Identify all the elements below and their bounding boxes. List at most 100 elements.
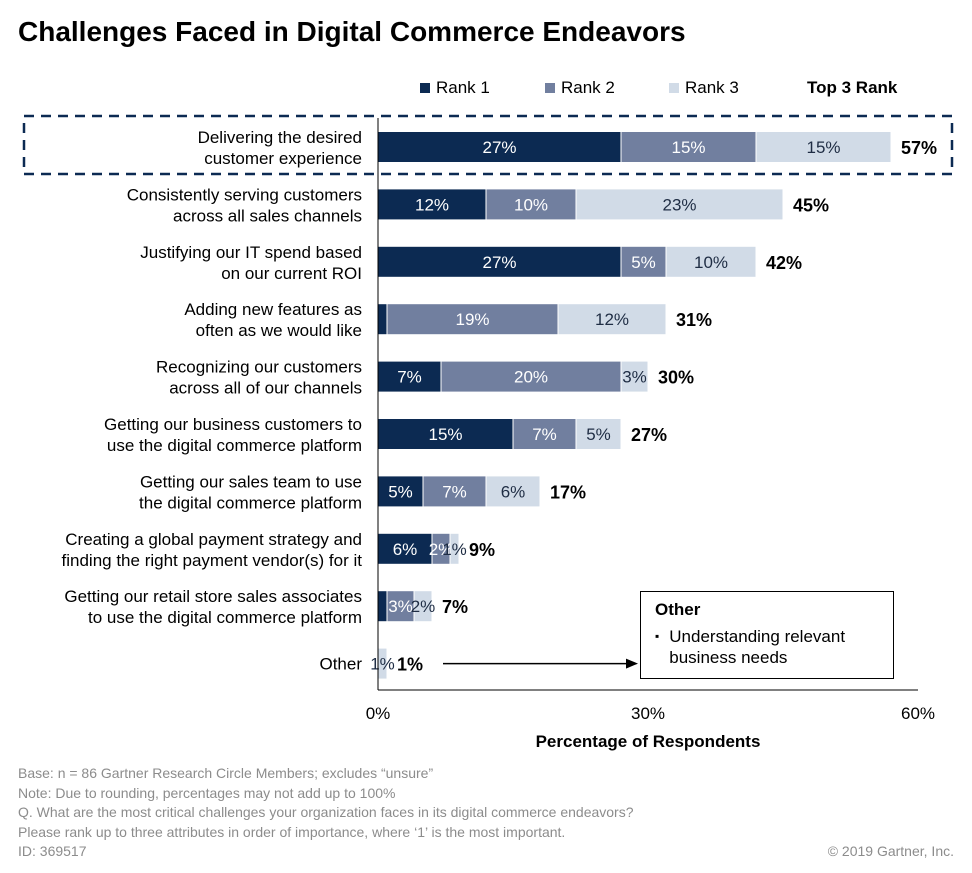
total-value-label: 31%: [676, 310, 712, 330]
total-value-label: 7%: [442, 597, 468, 617]
category-label-line: across all of our channels: [169, 379, 362, 398]
category-label-line: often as we would like: [196, 321, 362, 340]
bar-value-label: 6%: [393, 540, 418, 559]
footer-notes: Base: n = 86 Gartner Research Circle Mem…: [18, 764, 634, 862]
bar-segment-rank1: [377, 418, 514, 450]
x-tick-label: 60%: [901, 704, 935, 723]
category-label-line: customer experience: [204, 149, 362, 168]
category-label-line: use the digital commerce platform: [107, 436, 362, 455]
bar-value-label: 1%: [370, 655, 395, 674]
category-label: Recognizing our customers across all of o…: [156, 358, 362, 398]
total-value-label: 1%: [397, 655, 423, 675]
legend-item-rank2: Rank 2: [545, 78, 615, 98]
bar-segment-rank3: [413, 590, 433, 623]
category-label: Justifying our IT spend based on our curr…: [140, 243, 362, 283]
category-label-line: Adding new features as: [184, 300, 362, 319]
bar-segment-rank2: [440, 360, 622, 393]
total-value-label: 17%: [550, 482, 586, 502]
callout-arrow-head-icon: [626, 658, 638, 669]
bar-value-label: 20%: [514, 368, 548, 387]
bar-segment-rank3: [620, 360, 649, 393]
footer-question: Q. What are the most critical challenges…: [18, 804, 634, 820]
bar-value-label: 1%: [442, 540, 467, 559]
legend-item-rank1: Rank 1: [420, 78, 490, 98]
callout-item-text: Understanding relevant business needs: [669, 626, 845, 668]
bar-value-label: 7%: [442, 482, 467, 501]
chart-title: Challenges Faced in Digital Commerce End…: [18, 16, 686, 47]
callout-item: ▪ Understanding relevant business needs: [655, 626, 879, 668]
bar-value-label: 15%: [428, 425, 462, 444]
footer-base: Base: n = 86 Gartner Research Circle Mem…: [18, 765, 434, 781]
bar-value-label: 5%: [631, 253, 656, 272]
footer-instruction: Please rank up to three attributes in or…: [18, 823, 566, 840]
highlight-dashed-box: [22, 114, 954, 176]
legend-top3-label: Top 3 Rank: [807, 78, 898, 97]
bar-value-label: 2%: [411, 597, 436, 616]
bar-value-label: 27%: [482, 253, 516, 272]
bar-value-label: 2%: [429, 540, 454, 559]
bullet-icon: ▪: [655, 629, 660, 643]
bar-segment-rank3: [575, 188, 784, 221]
category-label: Getting our retail store sales associate…: [64, 587, 362, 627]
category-label-line: finding the right payment vendor(s) for …: [62, 551, 363, 570]
legend-label-rank1: Rank 1: [436, 78, 490, 97]
category-label: Delivering the desired customer experienc…: [198, 128, 362, 168]
bar-value-label: 3%: [622, 368, 647, 387]
bar-segment-rank1: [377, 360, 442, 393]
callout-item-line: Understanding relevant: [669, 627, 846, 646]
category-label-line: Justifying our IT spend based: [140, 243, 362, 262]
bar-value-label: 7%: [532, 425, 557, 444]
bar-value-label: 5%: [388, 482, 413, 501]
bar-value-label: 10%: [514, 195, 548, 214]
bar-value-label: 3%: [388, 597, 413, 616]
category-label-line: Other: [319, 655, 362, 674]
legend-swatch-rank3: [669, 83, 679, 93]
bar-segment-rank1: [377, 590, 388, 623]
bar-value-label: 5%: [586, 425, 611, 444]
copyright: © 2019 Gartner, Inc.: [827, 843, 954, 859]
bar-segment-rank1: [377, 475, 424, 508]
bar-value-label: 19%: [455, 310, 489, 329]
bar-segment-rank1: [377, 303, 388, 336]
other-callout-box: Other ▪ Understanding relevant business …: [640, 591, 894, 679]
category-label-line: Getting our business customers to: [104, 415, 362, 434]
category-label: Adding new features as often as we would …: [184, 300, 362, 340]
category-label-line: Getting our retail store sales associate…: [64, 587, 362, 606]
bar-value-label: 6%: [501, 482, 526, 501]
category-label-line: Delivering the desired: [198, 128, 362, 147]
category-label-line: Getting our sales team to use: [140, 472, 362, 491]
bar-segment-rank3: [575, 418, 622, 450]
total-value-label: 42%: [766, 253, 802, 273]
category-label-line: Consistently serving customers: [127, 185, 362, 204]
x-tick-label: 30%: [631, 704, 665, 723]
category-label: Getting our business customers to use the…: [104, 415, 362, 455]
bar-segment-rank3: [449, 532, 460, 565]
bar-value-label: 7%: [397, 368, 422, 387]
bar-value-label: 10%: [694, 253, 728, 272]
legend-item-rank3: Rank 3: [669, 78, 739, 98]
total-value-label: 45%: [793, 195, 829, 215]
bar-value-label: 12%: [415, 195, 449, 214]
bar-segment-rank2: [512, 418, 577, 450]
category-label-line: to use the digital commerce platform: [88, 608, 362, 627]
category-label: Other: [319, 655, 362, 674]
bar-segment-rank2: [422, 475, 487, 508]
legend-label-rank3: Rank 3: [685, 78, 739, 97]
bar-segment-rank2: [620, 245, 667, 278]
bar-segment-rank3: [557, 303, 667, 336]
bar-segment-rank2: [485, 188, 577, 221]
chart-plot: Delivering the desired customer experienc…: [22, 114, 954, 723]
bar-segment-rank3: [755, 131, 892, 163]
category-label-line: Creating a global payment strategy and: [65, 530, 362, 549]
category-label-line: Recognizing our customers: [156, 358, 362, 377]
category-label: Creating a global payment strategy and fi…: [62, 530, 363, 570]
legend-swatch-rank2: [545, 83, 555, 93]
bar-segment-rank1: [377, 188, 487, 221]
callout-item-line: business needs: [669, 648, 788, 667]
bar-segment-rank2: [386, 590, 415, 623]
footer-note: Note: Due to rounding, percentages may n…: [18, 784, 396, 801]
category-label: Getting our sales team to use the digital…: [139, 472, 362, 512]
bar-segment-rank2: [386, 303, 559, 336]
callout-title: Other: [655, 600, 701, 619]
